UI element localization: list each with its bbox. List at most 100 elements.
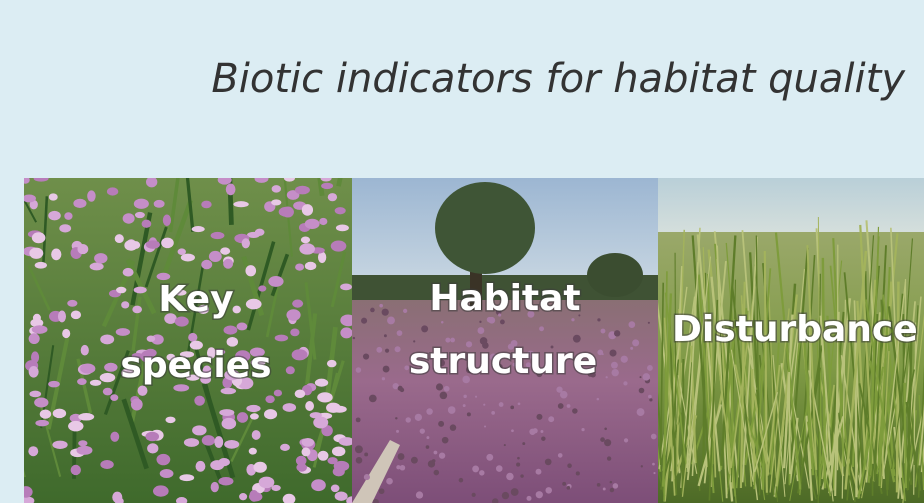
- heather: [385, 349, 389, 353]
- heather: [621, 356, 628, 363]
- flower: [192, 226, 205, 232]
- flower: [245, 265, 256, 276]
- flower: [226, 184, 236, 196]
- heather: [649, 398, 652, 401]
- heather: [516, 463, 520, 467]
- flower: [35, 420, 49, 427]
- heather: [441, 321, 444, 324]
- flower: [147, 335, 156, 341]
- flower: [110, 432, 119, 442]
- heather: [597, 483, 601, 487]
- flower: [286, 309, 300, 321]
- flower: [154, 200, 165, 208]
- heather: [510, 405, 514, 409]
- flower: [138, 386, 148, 396]
- flower: [94, 253, 107, 263]
- tree-crown: [435, 182, 535, 274]
- flower: [296, 456, 307, 466]
- flower: [131, 399, 143, 411]
- flower: [305, 262, 316, 270]
- heather: [421, 325, 428, 332]
- heather: [396, 430, 399, 433]
- flower: [145, 432, 159, 442]
- heath: [352, 300, 658, 503]
- flower: [302, 438, 314, 447]
- flower: [115, 234, 124, 243]
- heather: [415, 414, 422, 421]
- flower: [218, 175, 232, 184]
- tree-crown: [587, 253, 643, 297]
- flower: [218, 477, 233, 486]
- flower: [332, 446, 345, 456]
- heather: [479, 470, 484, 475]
- flower: [51, 249, 61, 261]
- leaf: [2, 219, 27, 259]
- flower: [116, 287, 126, 293]
- flower: [336, 224, 349, 231]
- heather: [536, 469, 542, 475]
- flower: [321, 183, 333, 189]
- heather: [603, 488, 606, 491]
- heather: [400, 465, 406, 471]
- flower: [146, 177, 157, 188]
- flower: [268, 276, 283, 287]
- flower: [58, 310, 66, 322]
- heather: [548, 416, 554, 422]
- heather: [426, 436, 429, 439]
- flower: [280, 444, 290, 451]
- flower: [29, 248, 43, 259]
- flower: [40, 410, 51, 419]
- flower: [252, 430, 261, 440]
- flower: [132, 306, 142, 314]
- flower: [340, 327, 352, 338]
- heather: [428, 460, 435, 467]
- heather: [499, 402, 504, 407]
- flower: [233, 201, 248, 207]
- flower: [146, 240, 160, 248]
- heather: [607, 456, 611, 460]
- heather: [477, 327, 484, 334]
- flower: [305, 401, 314, 411]
- heather: [436, 383, 443, 390]
- flower: [284, 175, 295, 182]
- flower: [178, 248, 186, 255]
- heather: [651, 434, 657, 440]
- page: {"title": "Biotic indicators for habitat…: [0, 0, 924, 503]
- flower: [331, 485, 340, 493]
- flower: [224, 440, 239, 449]
- heather: [520, 474, 523, 477]
- heather: [440, 392, 448, 400]
- flower: [209, 251, 222, 262]
- flower: [121, 301, 129, 308]
- heather: [647, 365, 653, 371]
- heather: [576, 471, 580, 475]
- flower: [328, 193, 337, 201]
- flower: [181, 254, 195, 262]
- flower: [295, 264, 304, 271]
- heather: [376, 347, 382, 353]
- heather: [463, 395, 466, 398]
- slide: Biotic indicators for habitat quality Ke…: [0, 0, 924, 503]
- heather: [506, 473, 513, 480]
- heather: [597, 318, 600, 321]
- flower: [48, 381, 60, 388]
- heather: [416, 491, 423, 498]
- heather: [463, 404, 466, 407]
- heather: [604, 439, 611, 446]
- heather: [602, 353, 604, 355]
- heather: [467, 412, 471, 416]
- heather: [459, 478, 464, 483]
- flower: [19, 486, 33, 498]
- flower: [142, 220, 152, 228]
- heather: [384, 334, 387, 337]
- heather: [504, 444, 506, 446]
- heather: [613, 483, 619, 489]
- grass-blade: [904, 383, 905, 488]
- heather: [364, 474, 370, 480]
- flower: [335, 207, 346, 214]
- heather: [491, 411, 495, 415]
- flower: [100, 334, 114, 344]
- flower: [32, 232, 46, 243]
- leaf: [11, 425, 24, 478]
- heather: [397, 330, 403, 336]
